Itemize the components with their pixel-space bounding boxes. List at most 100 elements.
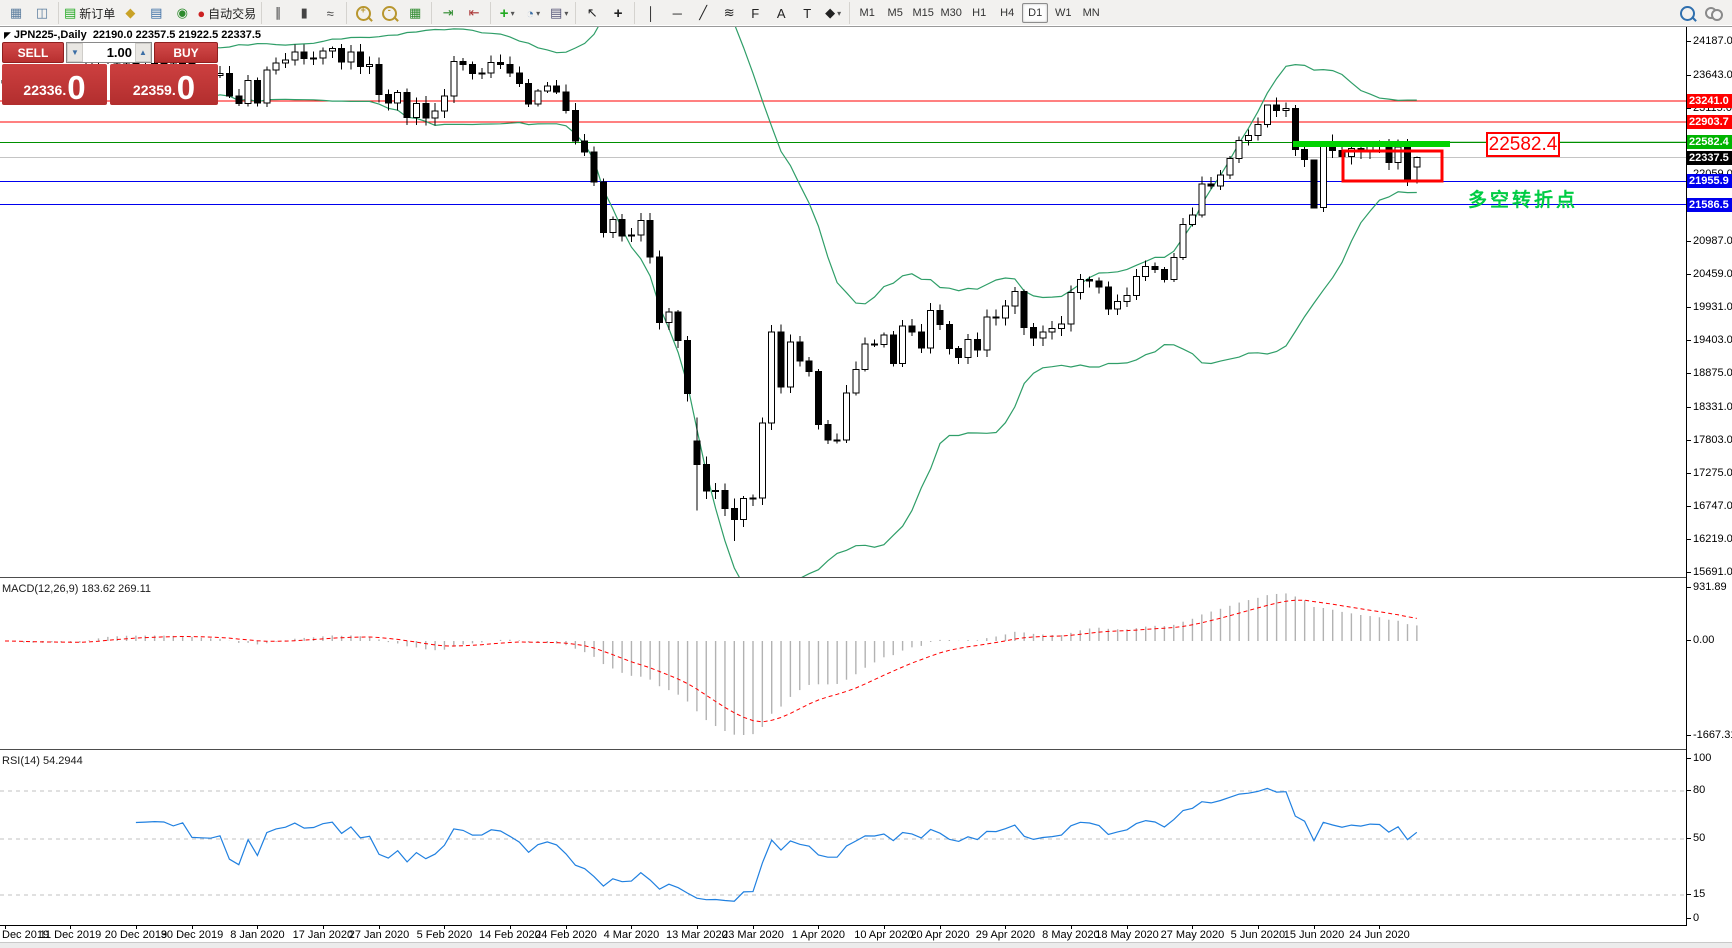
text-icon[interactable]: A	[776, 5, 786, 21]
bearish-candle	[225, 73, 233, 97]
bullish-candle	[487, 61, 495, 74]
periods-clock-icon[interactable]: ◔ ▾	[526, 5, 541, 21]
navigator-icon[interactable]: ◉	[176, 5, 188, 20]
community-chat-icon[interactable]	[1701, 2, 1725, 24]
buy-price-tile[interactable]: 22359. 0	[110, 64, 218, 105]
text-label-icon[interactable]: T	[803, 5, 812, 21]
volume-down-button[interactable]: ▼	[67, 43, 83, 62]
tile-windows-icon[interactable]: ▦	[409, 5, 422, 20]
date-label: 14 Feb 2020	[479, 929, 541, 941]
price-axis-border	[1686, 27, 1687, 925]
bullish-candle	[1413, 157, 1421, 168]
pivot-note-text[interactable]: 多空转折点	[1468, 190, 1579, 211]
symbol-period-label: JPN225-,Daily	[13, 29, 87, 41]
bullish-candle	[412, 102, 420, 118]
bullish-candle	[272, 62, 280, 71]
bearish-candle	[646, 220, 654, 258]
resistance-price-label[interactable]: 22582.4	[1486, 132, 1560, 157]
sell-price-tile[interactable]: 22336. 0	[2, 64, 107, 105]
autotrading-button[interactable]: ● 自动交易	[197, 5, 257, 21]
horizontal-line-icon[interactable]: ─	[672, 5, 682, 21]
price-tick: 17803.0	[1687, 434, 1732, 446]
indicators-add-icon[interactable]: + ▾	[499, 4, 515, 22]
timeframe-m15[interactable]: M15	[912, 7, 934, 19]
symbol-marker-icon: ◤	[4, 30, 11, 40]
date-axis[interactable]: Dec 2019 11 Dec 2019 20 Dec 2019 30 Dec 201…	[0, 925, 1687, 943]
date-tick	[70, 926, 72, 929]
timeframe-w1[interactable]: W1	[1054, 7, 1072, 19]
zoom-out-icon[interactable]: -	[377, 2, 401, 24]
timeframe-h4[interactable]: H4	[1000, 7, 1015, 19]
buy-button[interactable]: BUY	[154, 42, 218, 63]
bullish-candle	[1282, 107, 1290, 112]
crosshair-icon[interactable]: +	[613, 4, 623, 22]
templates-icon[interactable]: ▤ ▾	[550, 5, 569, 20]
consolidation-red-box[interactable]	[1341, 149, 1444, 183]
bullish-candle	[1217, 174, 1224, 187]
new-chart-icon[interactable]: ▦	[9, 5, 23, 20]
timeframe-mn[interactable]: MN	[1082, 7, 1100, 19]
terminal-icon[interactable]: ▤	[150, 5, 163, 20]
price-axis[interactable]: 24187.023643.023115.022059.021531.020987…	[1686, 27, 1732, 925]
bullish-candle	[431, 110, 439, 119]
chart-shift-icon[interactable]: ⇥	[442, 5, 454, 20]
zoom-in-icon[interactable]: +	[351, 2, 375, 24]
profiles-icon[interactable]: ◫	[35, 5, 49, 20]
date-tick	[753, 926, 754, 929]
price-badge: 22337.5	[1687, 150, 1732, 165]
timeframe-h1[interactable]: H1	[972, 7, 987, 19]
bullish-candle	[758, 422, 766, 499]
bearish-candle	[1151, 266, 1159, 270]
history-center-icon[interactable]: ◆	[125, 5, 136, 20]
toolbar-group: + - ▦	[347, 2, 433, 24]
green-level-bar[interactable]	[1293, 141, 1450, 147]
fibo-fan-icon[interactable]: F	[751, 5, 760, 21]
arrows-icon[interactable]: ◆ ▾	[825, 5, 842, 20]
cursor-icon[interactable]: ↖	[586, 5, 598, 20]
bearish-candle	[422, 102, 430, 119]
rsi-panel[interactable]	[0, 753, 1686, 925]
timeframe-m1[interactable]: M1	[859, 7, 875, 19]
rsi-tick: 100	[1686, 752, 1712, 764]
price-badge: 22582.4	[1687, 135, 1732, 150]
candlestick-chart-icon[interactable]: ▮	[300, 5, 308, 20]
price-tick: 16219.0	[1687, 533, 1732, 545]
timeframe-d1[interactable]: D1	[1022, 3, 1049, 23]
bearish-candle	[571, 110, 579, 142]
trendline-icon[interactable]: ╱	[699, 5, 708, 20]
bearish-candle	[562, 91, 570, 112]
search-icon[interactable]	[1675, 2, 1699, 24]
bar-chart-icon[interactable]: ∥	[274, 5, 282, 20]
toolbar-group: ↖ +	[576, 2, 636, 24]
new-order-button[interactable]: ▤ 新订单	[64, 5, 116, 21]
bearish-candle	[1086, 278, 1094, 282]
price-tick: 16747.0	[1687, 500, 1732, 512]
macd-signal-line	[4, 599, 1417, 723]
volume-input[interactable]	[83, 43, 135, 62]
fibonacci-icon[interactable]: ≋	[723, 5, 735, 20]
macd-panel[interactable]	[0, 582, 1686, 749]
bearish-candle	[796, 341, 804, 362]
auto-scroll-icon[interactable]: ⇤	[468, 5, 480, 20]
bearish-candle	[656, 256, 663, 323]
toolbar: ▦ ◫ ▤ 新订单 ◆ ▤ ◉ ● 自动交易 ∥ ▮ ≈ + - ▦ ⇥ ⇤ + ▾ ◔ ▾ ▤ ▾ ↖ + │ ─ ╱ ≋ F A T ◆ ▾ M…	[0, 0, 1732, 27]
bullish-candle	[328, 48, 336, 52]
vertical-line-icon[interactable]: │	[647, 5, 656, 21]
date-label: 20 Dec 2019	[104, 929, 168, 941]
date-tick	[883, 926, 885, 929]
bullish-candle	[749, 497, 757, 500]
main-chart[interactable]	[0, 27, 1686, 577]
timeframe-m5[interactable]: M5	[887, 7, 903, 19]
date-label: 29 Apr 2020	[975, 929, 1036, 941]
line-chart-icon[interactable]: ≈	[326, 5, 334, 21]
timeframe-m30[interactable]: M30	[940, 7, 962, 19]
bearish-candle	[525, 82, 533, 105]
bullish-candle	[1179, 223, 1187, 258]
date-label: 4 Mar 2020	[603, 929, 660, 941]
bullish-candle	[1188, 214, 1196, 225]
bearish-candle	[945, 323, 953, 350]
sell-button[interactable]: SELL	[2, 42, 64, 63]
volume-up-button[interactable]: ▲	[135, 43, 151, 62]
price-tick: 18331.0	[1687, 401, 1732, 413]
